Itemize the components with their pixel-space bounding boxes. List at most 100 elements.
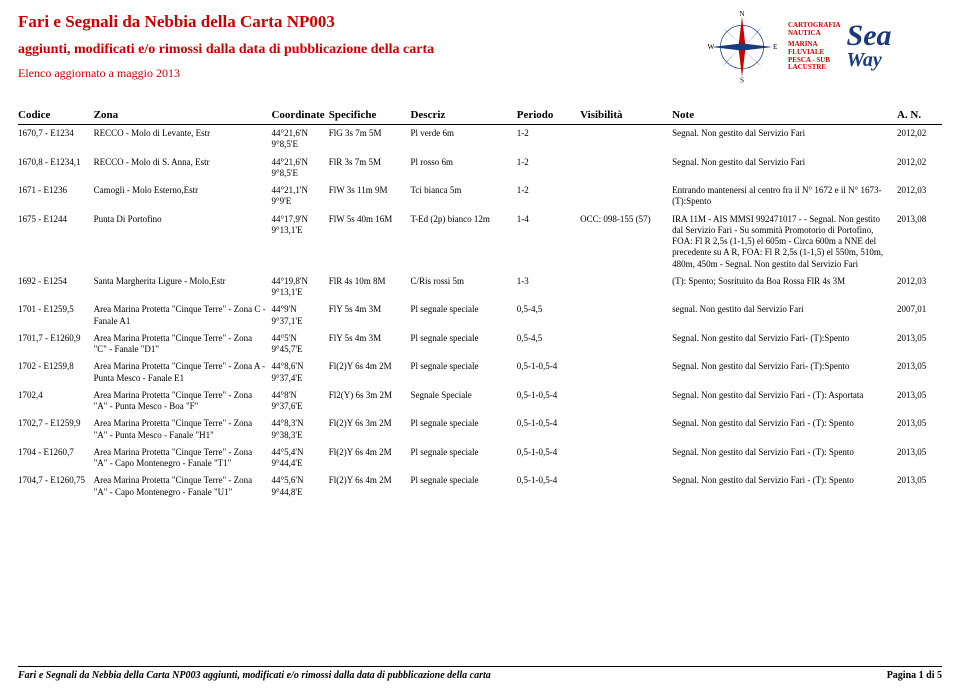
cell-codice: 1702,4 [18,387,94,416]
col-visibilita: Visibilità [580,107,672,125]
cell-periodo: 0,5-1-0,5-4 [517,472,580,501]
cell-zona: Area Marina Protetta "Cinque Terre" - Zo… [94,301,272,330]
cell-an: 2013,05 [897,358,942,387]
cell-vis [580,301,672,330]
cell-note: Segnal. Non gestito dal Servizio Fari - … [672,387,897,416]
cell-coord: 44°8,3'N 9°38,3'E [271,415,328,444]
cell-vis [580,415,672,444]
cell-codice: 1701,7 - E1260,9 [18,330,94,359]
cell-zona: RECCO - Molo di S. Anna, Estr [94,154,272,183]
col-descriz: Descriz [410,107,516,125]
cell-coord: 44°21,6'N 9°8,5'E [271,154,328,183]
cell-an: 2013,05 [897,415,942,444]
cell-spec: Fl2(Y) 6s 3m 2M [329,387,411,416]
cell-note: (T): Spento; Sosrituito da Boa Rossa FlR… [672,273,897,302]
cell-codice: 1692 - E1254 [18,273,94,302]
cell-zona: Punta Di Portofino [94,211,272,273]
cell-descriz: Pl segnale speciale [410,472,516,501]
cell-vis [580,358,672,387]
table-row: 1671 - E1236Camogli - Molo Esterno,Estr4… [18,182,942,211]
cell-note: Segnal. Non gestito dal Servizio Fari - … [672,444,897,473]
cell-vis [580,444,672,473]
cell-an: 2013,05 [897,330,942,359]
cell-note: Segnal. Non gestito dal Servizio Fari- (… [672,330,897,359]
cell-zona: Area Marina Protetta "Cinque Terre" - Zo… [94,444,272,473]
cell-vis [580,330,672,359]
table-row: 1702,7 - E1259,9Area Marina Protetta "Ci… [18,415,942,444]
cell-spec: Fl(2)Y 6s 4m 2M [329,358,411,387]
cell-zona: Santa Margherita Ligure - Molo,Estr [94,273,272,302]
cell-descriz: Tci bianca 5m [410,182,516,211]
cell-an: 2013,05 [897,444,942,473]
cell-zona: RECCO - Molo di Levante, Estr [94,125,272,154]
cell-periodo: 1-2 [517,182,580,211]
cell-coord: 44°8'N 9°37,6'E [271,387,328,416]
col-note: Note [672,107,897,125]
cell-codice: 1701 - E1259,5 [18,301,94,330]
cell-codice: 1702,7 - E1259,9 [18,415,94,444]
cell-vis [580,154,672,183]
cell-coord: 44°5,4'N 9°44,4'E [271,444,328,473]
cell-an: 2013,08 [897,211,942,273]
table-row: 1675 - E1244Punta Di Portofino44°17,9'N … [18,211,942,273]
cell-note: segnal. Non gestito dal Servizio Fari [672,301,897,330]
cell-descriz: Pl segnale speciale [410,444,516,473]
cell-spec: FlY 5s 4m 3M [329,301,411,330]
cell-codice: 1702 - E1259,8 [18,358,94,387]
cell-coord: 44°9'N 9°37,1'E [271,301,328,330]
table-row: 1701 - E1259,5Area Marina Protetta "Cinq… [18,301,942,330]
cell-spec: FlG 3s 7m 5M [329,125,411,154]
cell-codice: 1670,8 - E1234,1 [18,154,94,183]
col-specifiche: Specifiche [329,107,411,125]
cell-periodo: 0,5-1-0,5-4 [517,444,580,473]
compass-icon: N S W E [706,11,778,83]
cell-periodo: 1-3 [517,273,580,302]
cell-coord: 44°21,1'N 9°9'E [271,182,328,211]
cell-note: Segnal. Non gestito dal Servizio Fari - … [672,415,897,444]
svg-text:N: N [739,11,745,18]
cell-descriz: Pl segnale speciale [410,301,516,330]
cell-codice: 1670,7 - E1234 [18,125,94,154]
table-row: 1704,7 - E1260,75Area Marina Protetta "C… [18,472,942,501]
table-header-row: Codice Zona Coordinate Specifiche Descri… [18,107,942,125]
cell-an: 2012,03 [897,182,942,211]
cell-spec: FlR 3s 7m 5M [329,154,411,183]
cell-descriz: Pl segnale speciale [410,330,516,359]
cell-note: Segnal. Non gestito dal Servizio Fari [672,125,897,154]
cell-an: 2012,02 [897,154,942,183]
cell-vis [580,387,672,416]
col-coordinate: Coordinate [271,107,328,125]
cell-periodo: 0,5-4,5 [517,330,580,359]
cell-descriz: Pl rosso 6m [410,154,516,183]
table-row: 1670,7 - E1234RECCO - Molo di Levante, E… [18,125,942,154]
cell-periodo: 1-4 [517,211,580,273]
col-periodo: Periodo [517,107,580,125]
cell-vis [580,472,672,501]
cell-zona: Area Marina Protetta "Cinque Terre" - Zo… [94,387,272,416]
cell-zona: Area Marina Protetta "Cinque Terre" - Zo… [94,358,272,387]
table-row: 1704 - E1260,7Area Marina Protetta "Cinq… [18,444,942,473]
cell-spec: FlW 3s 11m 9M [329,182,411,211]
table-row: 1670,8 - E1234,1RECCO - Molo di S. Anna,… [18,154,942,183]
footer-right: Pagina 1 di 5 [887,670,942,681]
table-row: 1702,4Area Marina Protetta "Cinque Terre… [18,387,942,416]
cell-periodo: 0,5-1-0,5-4 [517,415,580,444]
cell-spec: Fl(2)Y 6s 4m 2M [329,444,411,473]
cell-descriz: T-Ed (2p) bianco 12m [410,211,516,273]
cell-descriz: Pl verde 6m [410,125,516,154]
cell-codice: 1671 - E1236 [18,182,94,211]
cell-spec: FlR 4s 10m 8M [329,273,411,302]
cell-vis: OCC: 098-155 (57) [580,211,672,273]
cell-an: 2012,03 [897,273,942,302]
cell-periodo: 1-2 [517,125,580,154]
cell-codice: 1704,7 - E1260,75 [18,472,94,501]
col-zona: Zona [94,107,272,125]
cell-coord: 44°5'N 9°45,7'E [271,330,328,359]
cell-note: Segnal. Non gestito dal Servizio Fari - … [672,472,897,501]
cell-descriz: C/Ris rossi 5m [410,273,516,302]
svg-text:S: S [740,76,744,83]
col-codice: Codice [18,107,94,125]
cell-descriz: Pl segnale speciale [410,358,516,387]
col-an: A. N. [897,107,942,125]
cell-zona: Area Marina Protetta "Cinque Terre" - Zo… [94,472,272,501]
